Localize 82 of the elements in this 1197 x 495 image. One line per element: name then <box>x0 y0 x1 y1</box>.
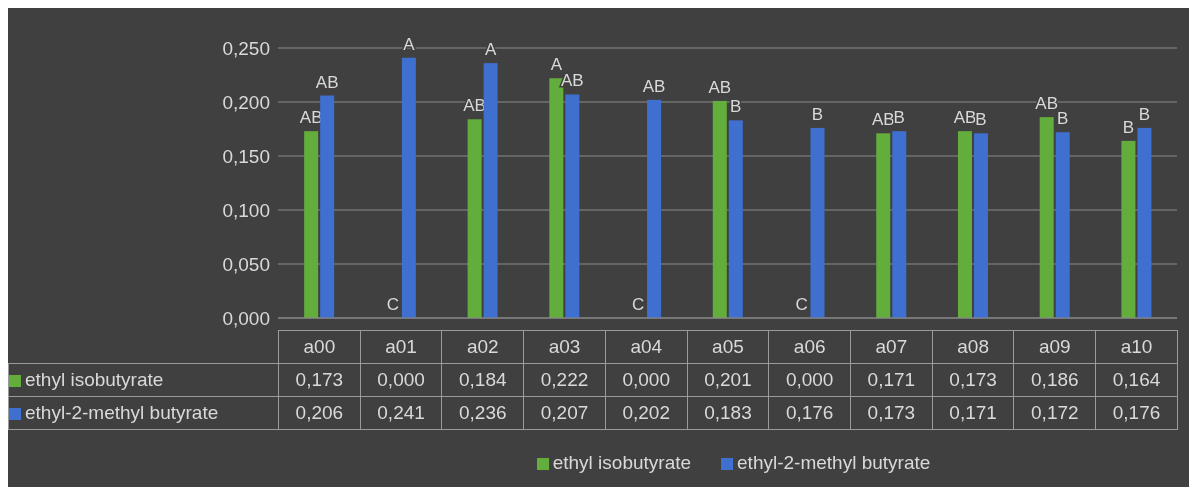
x-tick-label: a09 <box>1013 330 1096 364</box>
bar <box>467 119 482 318</box>
bar <box>1055 132 1070 318</box>
data-label: 0,173 <box>850 396 933 430</box>
x-tick-label: a08 <box>932 330 1014 364</box>
bar <box>973 133 988 318</box>
legend-label: ethyl isobutyrate <box>551 452 692 474</box>
bar <box>1121 140 1136 318</box>
annotation: B <box>811 104 824 124</box>
data-label: 0,176 <box>768 396 851 430</box>
y-tick-label: 0,250 <box>222 37 270 59</box>
x-tick-label: a03 <box>523 330 606 364</box>
annotation: C <box>795 295 808 314</box>
y-tick-label: 0,200 <box>222 91 270 113</box>
data-label: 0,000 <box>768 363 851 397</box>
annotation: B <box>1122 117 1135 137</box>
bar <box>1039 117 1054 318</box>
y-tick-label: 0,050 <box>222 253 270 275</box>
annotation: A <box>550 55 563 75</box>
annotation: B <box>893 108 905 128</box>
y-tick-label: 0,000 <box>222 307 270 329</box>
data-label: 0,202 <box>605 396 688 430</box>
x-tick-label: a07 <box>850 330 933 364</box>
annotation: AB <box>708 77 732 97</box>
bar <box>320 95 335 318</box>
data-label: 0,164 <box>1095 363 1178 397</box>
annotation: AB <box>315 72 339 92</box>
bar <box>728 120 743 318</box>
legend-label: ethyl-2-methyl butyrate <box>8 396 279 430</box>
bar <box>304 131 319 318</box>
data-label: 0,173 <box>932 363 1014 397</box>
annotation: AB <box>560 71 584 91</box>
data-label: 0,207 <box>523 396 606 430</box>
data-label: 0,176 <box>1095 396 1178 430</box>
x-tick-label: a05 <box>687 330 769 364</box>
bar <box>892 131 907 318</box>
bar <box>1137 127 1152 318</box>
x-tick-label: a01 <box>360 330 442 364</box>
x-tick-label: a06 <box>768 330 851 364</box>
bar <box>810 127 825 318</box>
bar <box>957 131 972 318</box>
annotation: A <box>403 34 416 54</box>
data-label: 0,201 <box>687 363 769 397</box>
data-label: 0,172 <box>1013 396 1096 430</box>
bar <box>876 133 891 318</box>
annotation: AB <box>871 110 895 130</box>
bar <box>647 99 662 318</box>
data-label: 0,173 <box>278 363 361 397</box>
data-label: 0,183 <box>687 396 769 430</box>
data-label: 0,236 <box>441 396 524 430</box>
annotation: B <box>730 97 742 117</box>
annotation: B <box>1057 109 1069 129</box>
annotation: C <box>631 295 645 314</box>
annotation: AB <box>953 108 977 128</box>
bar <box>565 94 580 318</box>
x-tick-label: a00 <box>278 330 361 364</box>
data-label: 0,206 <box>278 396 361 430</box>
data-label: 0,171 <box>850 363 933 397</box>
data-label: 0,222 <box>523 363 606 397</box>
bar <box>483 63 498 318</box>
text: ethyl-2-methyl butyrate <box>737 452 931 473</box>
annotation: AB <box>463 96 486 116</box>
y-tick-label: 0,100 <box>222 199 270 221</box>
x-tick-label: a02 <box>441 330 524 364</box>
bar <box>712 100 727 318</box>
annotation: B <box>975 110 987 130</box>
y-tick-label: 0,150 <box>222 145 270 167</box>
data-label: 0,241 <box>360 396 442 430</box>
bar <box>401 57 416 318</box>
data-label: 0,186 <box>1013 363 1096 397</box>
annotation: AB <box>1035 94 1059 114</box>
annotation: B <box>1138 104 1151 124</box>
text: ethyl isobutyrate <box>25 369 164 390</box>
data-label: 0,171 <box>932 396 1014 430</box>
annotation: C <box>386 295 400 314</box>
data-label: 0,184 <box>441 363 524 397</box>
data-label: 0,000 <box>360 363 442 397</box>
annotation: A <box>484 40 497 60</box>
data-label: 0,000 <box>605 363 688 397</box>
x-tick-label: a04 <box>605 330 688 364</box>
annotation: AB <box>642 76 666 96</box>
x-tick-label: a10 <box>1095 330 1178 364</box>
